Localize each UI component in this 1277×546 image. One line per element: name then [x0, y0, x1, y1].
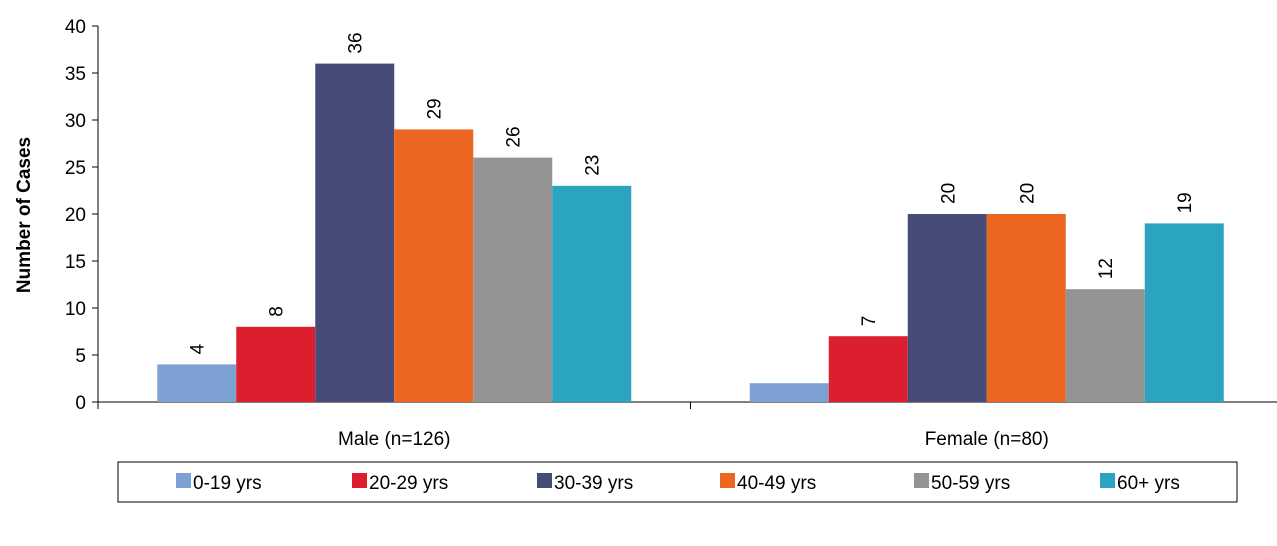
bar	[907, 214, 987, 402]
x-category-label: Female (n=80)	[925, 429, 1049, 450]
y-tick-label: 15	[65, 252, 86, 273]
data-label: 23	[583, 155, 604, 176]
bar	[749, 383, 829, 402]
x-category-label: Male (n=126)	[338, 429, 450, 450]
bar	[473, 157, 553, 402]
x-axis: Male (n=126) Female (n=80)	[97, 401, 1277, 450]
bar	[828, 336, 908, 402]
legend-swatch	[1100, 473, 1115, 488]
bar	[552, 185, 632, 402]
bar	[1144, 223, 1224, 402]
y-axis-title: Number of Cases	[14, 137, 35, 293]
legend-label: 60+ yrs	[1117, 473, 1180, 494]
y-tick-label: 40	[65, 17, 86, 38]
y-tick-label: 30	[65, 111, 86, 132]
y-tick-label: 20	[65, 205, 86, 226]
data-label: 7	[859, 316, 880, 327]
legend-label: 50-59 yrs	[931, 473, 1010, 494]
legend-swatch	[176, 473, 191, 488]
legend-swatch	[914, 473, 929, 488]
data-labels: 4 8 36 29 26 23 7 20 20 12 19	[188, 32, 1197, 354]
legend-label: 0-19 yrs	[193, 473, 262, 494]
legend-box	[117, 461, 1238, 503]
legend-swatch	[720, 473, 735, 488]
y-axis: 0 5 10 15 20 25 30 35 40	[65, 17, 99, 414]
bar	[986, 214, 1066, 402]
bar	[157, 364, 237, 402]
data-label: 36	[346, 32, 367, 53]
data-label: 19	[1175, 192, 1196, 213]
y-tick-label: 25	[65, 158, 86, 179]
data-label: 20	[938, 183, 959, 204]
bar	[315, 63, 395, 402]
data-label: 4	[188, 343, 209, 354]
data-label: 12	[1096, 258, 1117, 279]
data-label: 26	[504, 126, 525, 147]
data-label: 29	[425, 98, 446, 119]
legend-label: 40-49 yrs	[737, 473, 816, 494]
legend-swatch	[537, 473, 552, 488]
y-tick-label: 35	[65, 64, 86, 85]
y-tick-label: 5	[75, 346, 86, 367]
y-tick-label: 10	[65, 299, 86, 320]
bar	[236, 326, 316, 402]
y-tick-label: 0	[75, 393, 86, 414]
bar	[1065, 289, 1145, 402]
legend: 0-19 yrs 20-29 yrs 30-39 yrs 40-49 yrs 50-59…	[117, 461, 1238, 503]
legend-label: 30-39 yrs	[554, 473, 633, 494]
bars	[157, 63, 1224, 402]
bar	[394, 129, 474, 402]
legend-swatch	[352, 473, 367, 488]
legend-label: 20-29 yrs	[369, 473, 448, 494]
data-label: 8	[267, 306, 288, 317]
data-label: 20	[1017, 183, 1038, 204]
